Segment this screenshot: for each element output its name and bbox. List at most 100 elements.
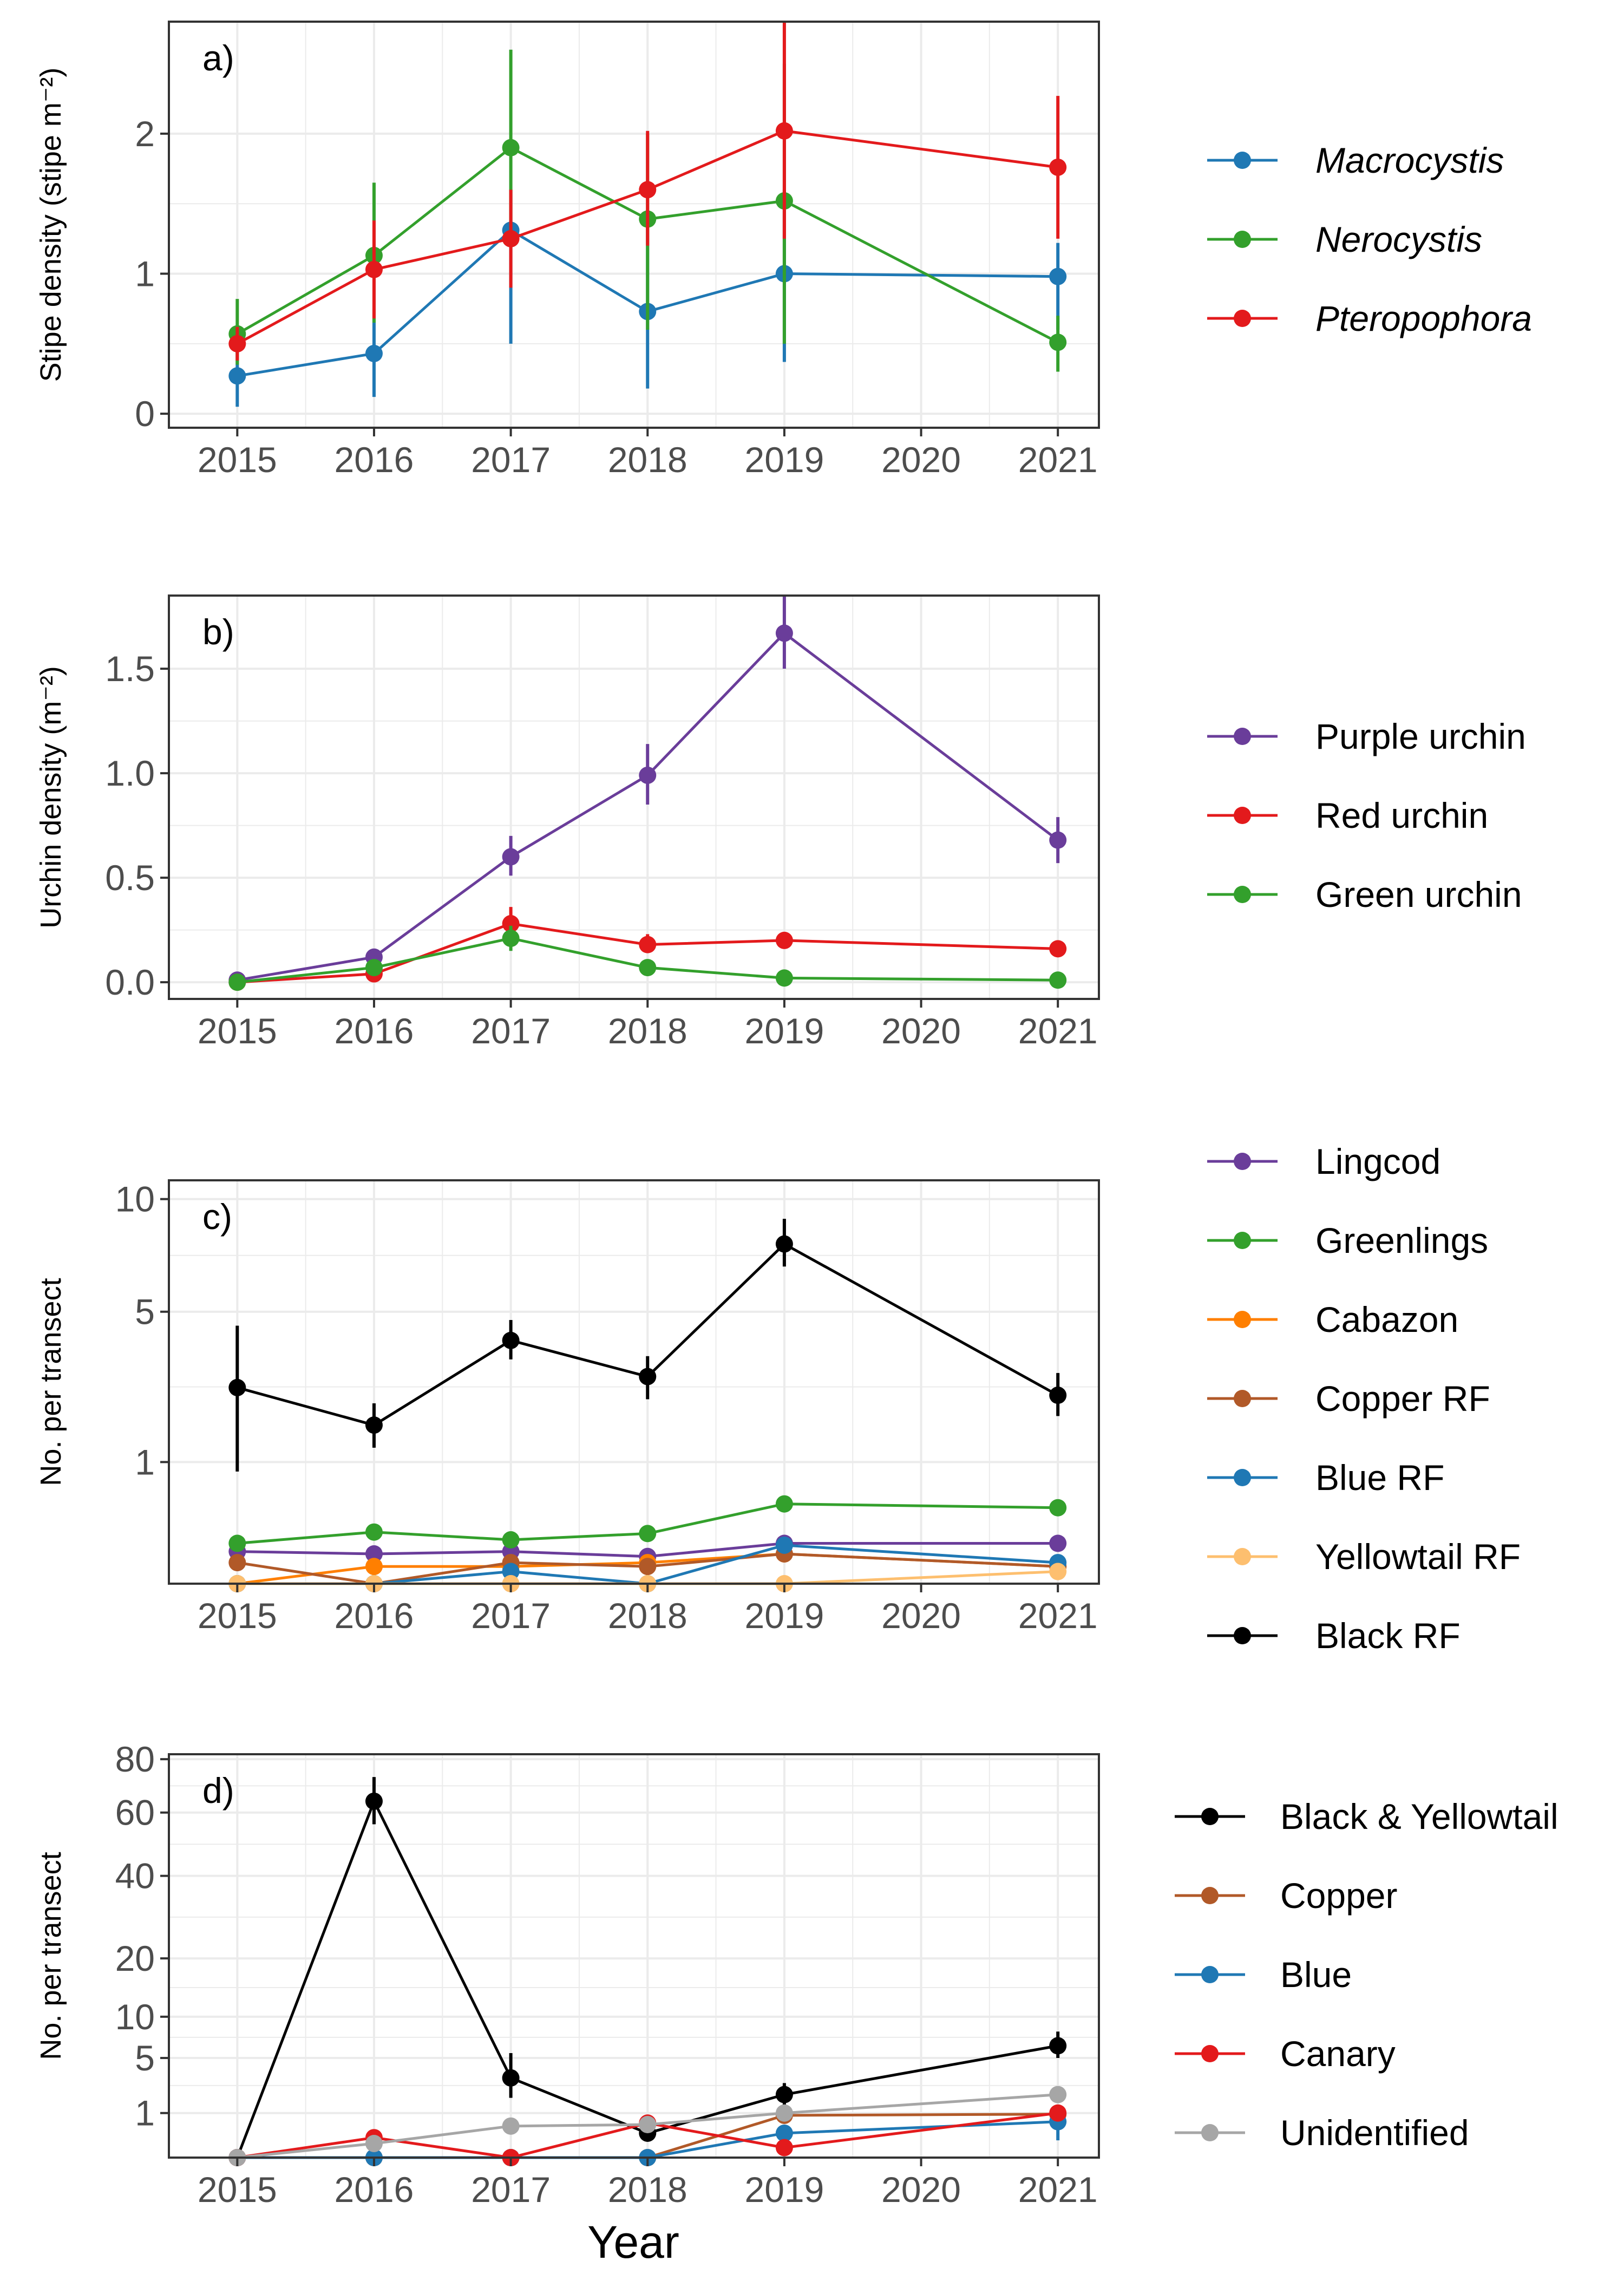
data-point [639, 936, 657, 953]
panel-tag: b) [202, 612, 234, 652]
series-line [237, 1552, 1058, 1585]
y-tick-label: 1.5 [105, 649, 155, 689]
legend-label: Greenlings [1315, 1220, 1488, 1260]
legend-label: Black & Yellowtail [1280, 1796, 1558, 1837]
legend-key-point [1234, 152, 1251, 169]
legend: Purple urchin Red urchin Green urchin [1207, 716, 1526, 914]
series-line [237, 2093, 1058, 2159]
series-red-urchin [228, 907, 1067, 991]
x-tick-label: 2016 [335, 2170, 414, 2210]
legend-key-point [1201, 1966, 1219, 1983]
data-point [639, 1368, 657, 1386]
x-tick-label: 2020 [881, 2170, 961, 2210]
legend-key-point [1201, 2124, 1219, 2141]
x-tick-label: 2020 [881, 1596, 961, 1636]
legend-label: Blue [1280, 1955, 1352, 1995]
data-point [775, 2124, 793, 2142]
x-tick-label: 2017 [471, 1596, 551, 1636]
y-tick-label: 80 [115, 1739, 155, 1779]
legend-label: Blue RF [1315, 1458, 1444, 1498]
data-point [228, 1378, 246, 1396]
data-point [639, 959, 657, 977]
x-tick-label: 2019 [744, 2170, 824, 2210]
y-axis-title: Stipe density (stipe m⁻²) [35, 68, 67, 382]
legend-label: Canary [1280, 2034, 1396, 2074]
legend-key-point [1234, 1627, 1251, 1644]
x-axis-title: Year [587, 2217, 679, 2268]
legend-key-point [1234, 728, 1251, 745]
x-tick-label: 2015 [198, 1011, 277, 1051]
series-line [237, 1242, 1059, 1427]
panel-border [168, 594, 1100, 1000]
x-tick-label: 2017 [471, 440, 551, 480]
x-tick-label: 2018 [608, 1596, 687, 1636]
data-point [228, 335, 246, 352]
series-line [237, 1542, 1058, 1558]
y-tick-label: 1 [135, 2093, 155, 2133]
data-point [775, 2104, 793, 2122]
legend-key-point [1234, 1232, 1251, 1249]
data-point [775, 969, 793, 987]
legend-label: Unidentified [1280, 2113, 1469, 2153]
data-point [1049, 158, 1067, 176]
data-point [639, 1558, 657, 1576]
series-line [237, 631, 1059, 982]
legend-label: Nerocystis [1315, 219, 1482, 259]
x-tick-label: 2017 [471, 2170, 551, 2210]
panel-tag: d) [202, 1770, 234, 1811]
series-line [237, 228, 1058, 377]
y-tick-label: 40 [115, 1856, 155, 1896]
y-tick-label: 20 [115, 1938, 155, 1978]
y-tick-label: 0.0 [105, 962, 155, 1002]
panel-3: 1 5 10 2015 2016 2017 2018 2019 2020 2021 No. per … [35, 1141, 1521, 1656]
y-tick-label: 0 [135, 394, 155, 434]
data-point [502, 1331, 520, 1349]
data-point [1049, 2037, 1067, 2055]
legend-key-point [1234, 1153, 1251, 1170]
x-tick-label: 2018 [608, 2170, 687, 2210]
panel-border [168, 1179, 1100, 1585]
data-point [1049, 1387, 1067, 1404]
data-point [502, 230, 520, 247]
x-tick-label: 2020 [881, 440, 961, 480]
series-line [237, 2112, 1058, 2159]
legend-label: Macrocystis [1315, 140, 1504, 180]
data-point [228, 1554, 246, 1572]
data-point [775, 1536, 793, 1554]
x-tick-label: 2016 [335, 440, 414, 480]
panel-4: 1 510 20 40 60 80 2015 2016 2017 2018 2019 2020 2021… [35, 1739, 1558, 2210]
series-line [237, 129, 1058, 345]
legend-label: Red urchin [1315, 795, 1488, 835]
data-point [502, 930, 520, 948]
data-point [502, 1563, 520, 1580]
data-point [1049, 1534, 1067, 1552]
legend-key-point [1234, 807, 1251, 824]
legend-key-point [1234, 1311, 1251, 1328]
data-point [639, 1525, 657, 1543]
data-point [1049, 2086, 1067, 2103]
legend-label: Purple urchin [1315, 716, 1526, 756]
legend-key-point [1201, 1887, 1219, 1904]
y-axis-title: No. per transect [35, 1852, 67, 2060]
y-tick-label: 1 [135, 254, 155, 294]
legend-key-point [1234, 1390, 1251, 1407]
data-point [365, 1545, 383, 1563]
x-tick-label: 2021 [1018, 440, 1098, 480]
legend-key-point [1234, 886, 1251, 903]
panel-border [168, 1753, 1100, 2159]
y-tick-label: 1 [135, 1442, 155, 1482]
data-point [365, 1523, 383, 1541]
legend-label: Lingcod [1315, 1141, 1440, 1181]
legend-key-point [1201, 2045, 1219, 2062]
data-point [1049, 940, 1067, 958]
series-greenlings [228, 1495, 1067, 1552]
panel-tag: c) [202, 1197, 232, 1237]
series-pteropophora [228, 22, 1067, 361]
data-point [365, 959, 383, 977]
legend-key-point [1234, 1548, 1251, 1565]
legend: Black & Yellowtail Copper Blue Canary Uniden… [1175, 1796, 1558, 2153]
data-point [775, 1495, 793, 1513]
legend-key-point [1201, 1808, 1219, 1825]
